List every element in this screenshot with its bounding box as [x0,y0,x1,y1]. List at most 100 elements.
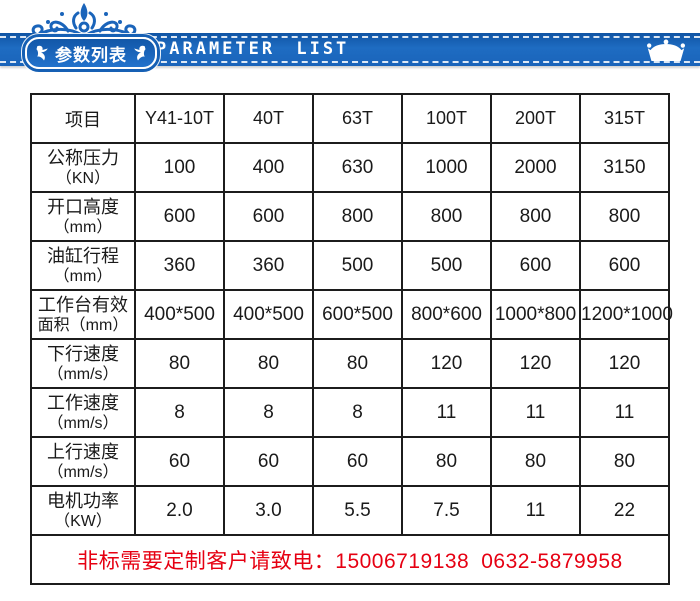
parameter-list-badge: 参数列表 [25,37,157,69]
param-cell: 80 [490,436,581,487]
param-cell: 8 [312,387,403,438]
param-cell: 500 [401,240,492,291]
param-cell: 800 [490,191,581,242]
phone-number-2: 0632-5879958 [481,549,623,573]
phone-number-1: 15006719138 [335,549,470,573]
badge-right-ornament-icon [134,45,146,61]
row-label: 工作速度 （mm/s） [30,387,136,438]
param-cell: 11 [490,485,581,536]
row-label-name: 工作速度 [47,392,119,413]
param-cell: 800 [312,191,403,242]
row-label-name: 油缸行程 [47,245,119,266]
param-cell: 1000*800 [490,289,581,340]
table-row: 公称压力 （KN） 100 400 630 1000 2000 3150 [30,142,670,193]
param-cell: 400*500 [134,289,225,340]
param-cell: 360 [223,240,314,291]
param-cell: 600*500 [312,289,403,340]
param-cell: 60 [223,436,314,487]
header-model: 315T [579,93,670,144]
param-cell: 600 [490,240,581,291]
header-item: 项目 [30,93,136,144]
badge-label: 参数列表 [55,45,127,65]
row-label-unit: （mm） [53,218,113,236]
param-cell: 360 [134,240,225,291]
crown-icon [646,39,686,68]
notice-text: 非标需要定制客户请致电： [77,549,336,573]
badge-left-ornament-icon [36,45,48,61]
row-label: 下行速度 （mm/s） [30,338,136,389]
row-label-unit: （mm/s） [47,463,119,481]
table-row: 油缸行程 （mm） 360 360 500 500 600 600 [30,240,670,291]
row-label-unit: （mm） [53,267,113,285]
param-cell: 400 [223,142,314,193]
param-cell: 80 [223,338,314,389]
param-cell: 600 [223,191,314,242]
param-cell: 3150 [579,142,670,193]
row-label: 油缸行程 （mm） [30,240,136,291]
param-cell: 60 [312,436,403,487]
row-label-unit: （KW） [54,512,112,530]
param-cell: 120 [401,338,492,389]
param-cell: 800 [401,191,492,242]
row-label: 工作台有效 面积（mm） [30,289,136,340]
param-cell: 80 [312,338,403,389]
param-cell: 80 [579,436,670,487]
param-cell: 60 [134,436,225,487]
param-cell: 100 [134,142,225,193]
table-row: 开口高度 （mm） 600 600 800 800 800 800 [30,191,670,242]
param-cell: 500 [312,240,403,291]
table-row: 下行速度 （mm/s） 80 80 80 120 120 120 [30,338,670,389]
table-row: 工作台有效 面积（mm） 400*500 400*500 600*500 800… [30,289,673,340]
param-cell: 600 [579,240,670,291]
param-cell: 2000 [490,142,581,193]
row-label-name: 开口高度 [47,196,119,217]
param-cell: 80 [401,436,492,487]
header-model: 100T [401,93,492,144]
row-label: 电机功率 （KW） [30,485,136,536]
param-cell: 5.5 [312,485,403,536]
param-cell: 1000 [401,142,492,193]
parameter-table: 项目 Y41-10T 40T 63T 100T 200T 315T 公称压力 （… [30,93,673,585]
table-header-row: 项目 Y41-10T 40T 63T 100T 200T 315T [30,93,670,144]
param-cell: 80 [134,338,225,389]
table-row: 上行速度 （mm/s） 60 60 60 80 80 80 [30,436,670,487]
param-cell: 800 [579,191,670,242]
row-label: 开口高度 （mm） [30,191,136,242]
param-cell: 2.0 [134,485,225,536]
row-label-name: 公称压力 [47,147,119,168]
param-cell: 8 [223,387,314,438]
row-label: 公称压力 （KN） [30,142,136,193]
header-model: Y41-10T [134,93,225,144]
param-cell: 8 [134,387,225,438]
footer-row: 非标需要定制客户请致电：15006719138 0632-5879958 [30,534,670,585]
row-label-unit: 面积（mm） [37,316,129,334]
table-row: 电机功率 （KW） 2.0 3.0 5.5 7.5 11 22 [30,485,670,536]
row-label: 上行速度 （mm/s） [30,436,136,487]
row-label-unit: （KN） [55,169,111,187]
row-label-name: 工作台有效 [38,294,128,315]
header-model: 40T [223,93,314,144]
param-cell: 3.0 [223,485,314,536]
param-cell: 1200*1000 [579,289,673,340]
param-cell: 120 [579,338,670,389]
header-model: 63T [312,93,403,144]
param-cell: 120 [490,338,581,389]
banner-title: PARAMETER LIST [156,39,350,59]
row-label-name: 上行速度 [47,441,119,462]
table-row: 工作速度 （mm/s） 8 8 8 11 11 11 [30,387,670,438]
param-cell: 800*600 [401,289,492,340]
param-cell: 630 [312,142,403,193]
custom-order-notice: 非标需要定制客户请致电：15006719138 0632-5879958 [30,534,670,585]
param-cell: 7.5 [401,485,492,536]
param-cell: 11 [401,387,492,438]
param-cell: 400*500 [223,289,314,340]
row-label-name: 电机功率 [47,490,119,511]
row-label-unit: （mm/s） [47,365,119,383]
param-cell: 11 [579,387,670,438]
param-cell: 11 [490,387,581,438]
param-cell: 600 [134,191,225,242]
row-label-name: 下行速度 [47,343,119,364]
row-label-unit: （mm/s） [47,414,119,432]
header-model: 200T [490,93,581,144]
param-cell: 22 [579,485,670,536]
